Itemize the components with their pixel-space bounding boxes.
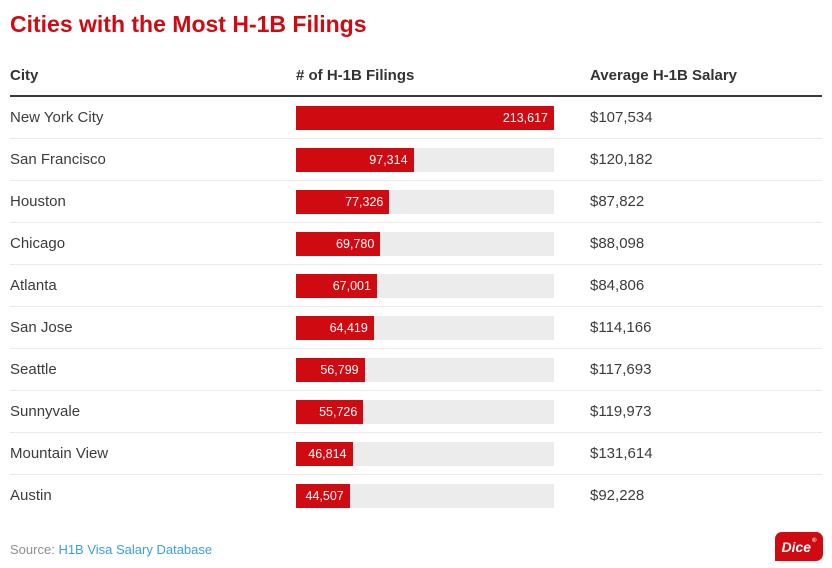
salary-label: $120,182	[590, 151, 653, 168]
column-header-filings: # of H-1B Filings	[296, 67, 415, 84]
table-row: Mountain View 46,814 $131,614	[10, 433, 822, 475]
filings-bar: 97,314	[296, 147, 414, 172]
dice-logo: Dice ®	[775, 532, 823, 561]
filings-bar: 64,419	[296, 315, 374, 340]
table-row: Sunnyvale 55,726 $119,973	[10, 391, 822, 433]
table-row: San Francisco 97,314 $120,182	[10, 139, 822, 181]
filings-bar-cell: 97,314	[296, 147, 590, 172]
salary-label: $87,822	[590, 193, 645, 210]
filings-bar-cell: 213,617	[296, 105, 590, 130]
filings-bar-track: 77,326	[296, 189, 554, 214]
filings-bar-track: 46,814	[296, 441, 554, 466]
table-row: Atlanta 67,001 $84,806	[10, 265, 822, 307]
filings-value-label: 44,507	[305, 488, 344, 503]
filings-bar-cell: 55,726	[296, 399, 590, 424]
filings-value-label: 69,780	[336, 236, 375, 251]
filings-bar-track: 55,726	[296, 399, 554, 424]
filings-value-label: 213,617	[502, 110, 548, 125]
salary-label: $114,166	[590, 319, 652, 336]
filings-bar-track: 44,507	[296, 483, 554, 508]
registered-mark-icon: ®	[812, 538, 817, 544]
filings-value-label: 55,726	[319, 404, 358, 419]
filings-bar-track: 69,780	[296, 231, 554, 256]
city-label: Sunnyvale	[10, 403, 81, 420]
filings-value-label: 67,001	[332, 278, 371, 293]
filings-value-label: 77,326	[345, 194, 384, 209]
table-row: New York City 213,617 $107,534	[10, 97, 822, 139]
source-line: Source: H1B Visa Salary Database	[10, 542, 212, 557]
filings-bar: 213,617	[296, 105, 554, 130]
city-label: Houston	[10, 193, 66, 210]
salary-label: $84,806	[590, 277, 645, 294]
source-link[interactable]: H1B Visa Salary Database	[58, 542, 213, 557]
filings-bar-track: 64,419	[296, 315, 554, 340]
filings-value-label: 46,814	[308, 446, 347, 461]
filings-bar-cell: 67,001	[296, 273, 590, 298]
salary-label: $117,693	[590, 361, 652, 378]
filings-bar: 56,799	[296, 357, 365, 382]
filings-value-label: 64,419	[329, 320, 368, 335]
salary-label: $119,973	[590, 403, 652, 420]
filings-bar: 77,326	[296, 189, 390, 214]
filings-bar-cell: 44,507	[296, 483, 590, 508]
salary-label: $107,534	[590, 109, 653, 126]
salary-label: $92,228	[590, 487, 645, 504]
salary-label: $131,614	[590, 445, 653, 462]
filings-value-label: 56,799	[320, 362, 359, 377]
table-row: Houston 77,326 $87,822	[10, 181, 822, 223]
table-row: Austin 44,507 $92,228	[10, 475, 822, 516]
filings-bar-track: 67,001	[296, 273, 554, 298]
table-row: Chicago 69,780 $88,098	[10, 223, 822, 265]
filings-bar-track: 56,799	[296, 357, 554, 382]
city-label: Austin	[10, 487, 52, 504]
city-label: San Francisco	[10, 151, 106, 168]
filings-bar-cell: 64,419	[296, 315, 590, 340]
city-label: Atlanta	[10, 277, 57, 294]
filings-bar: 46,814	[296, 441, 353, 466]
table-header-row: City # of H-1B Filings Average H-1B Sala…	[10, 68, 822, 97]
filings-bar: 67,001	[296, 273, 377, 298]
filings-bar-track: 97,314	[296, 147, 554, 172]
city-label: Mountain View	[10, 445, 109, 462]
filings-bar: 69,780	[296, 231, 381, 256]
city-label: San Jose	[10, 319, 73, 336]
city-label: Seattle	[10, 361, 57, 378]
source-label: Source:	[10, 542, 55, 557]
city-label: Chicago	[10, 235, 66, 252]
filings-bar: 44,507	[296, 483, 350, 508]
city-label: New York City	[10, 109, 104, 126]
table-body: New York City 213,617 $107,534 San Franc…	[10, 97, 822, 516]
filings-bar-cell: 69,780	[296, 231, 590, 256]
filings-bar-cell: 77,326	[296, 189, 590, 214]
salary-label: $88,098	[590, 235, 645, 252]
table-row: San Jose 64,419 $114,166	[10, 307, 822, 349]
column-header-salary: Average H-1B Salary	[590, 67, 738, 84]
filings-bar-track: 213,617	[296, 105, 554, 130]
filings-bar: 55,726	[296, 399, 364, 424]
filings-bar-cell: 46,814	[296, 441, 590, 466]
dice-logo-text: Dice	[781, 538, 812, 555]
filings-bar-cell: 56,799	[296, 357, 590, 382]
column-header-city: City	[10, 67, 39, 84]
page-title: Cities with the Most H-1B Filings	[10, 11, 367, 37]
filings-value-label: 97,314	[369, 152, 408, 167]
table-row: Seattle 56,799 $117,693	[10, 349, 822, 391]
